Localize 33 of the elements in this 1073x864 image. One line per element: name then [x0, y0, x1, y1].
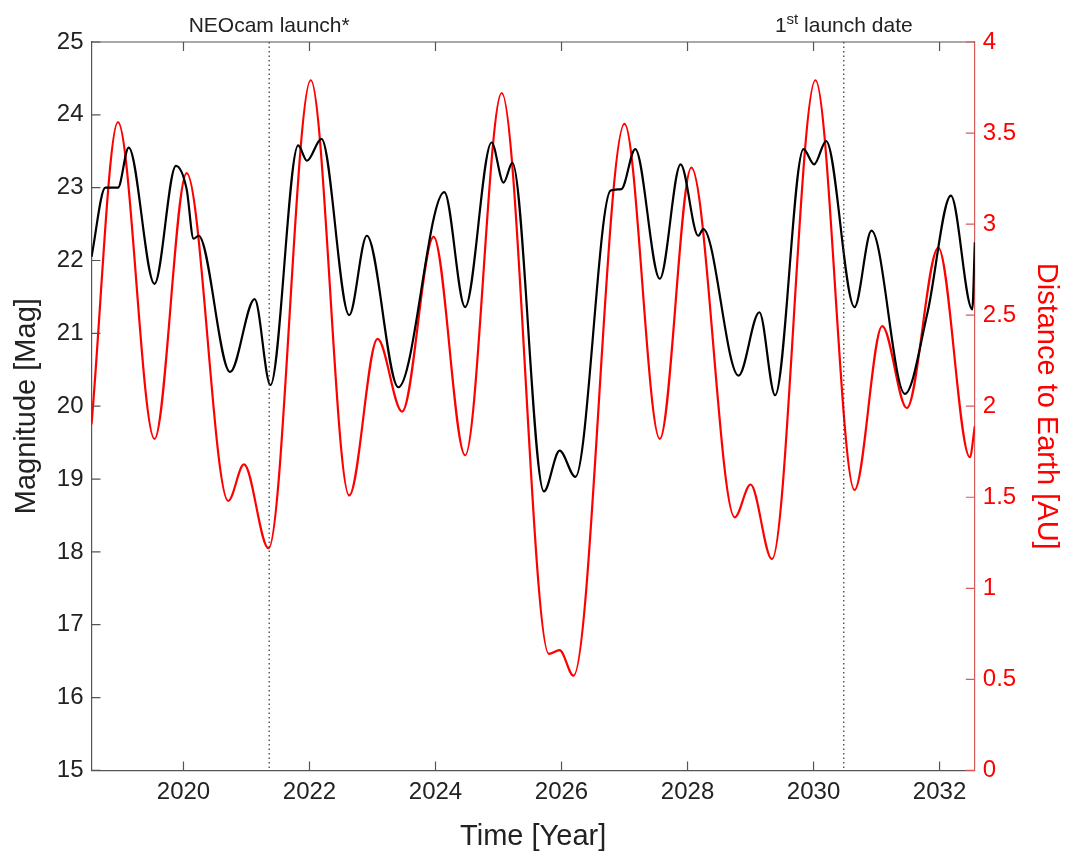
y2-tick-label: 1.5 — [982, 481, 1017, 509]
x-tick-label: 2032 — [912, 777, 967, 805]
x-axis-title: Time [Year] — [460, 818, 607, 851]
x-tick-label: 2022 — [282, 777, 337, 805]
x-tick-label: 2028 — [660, 777, 715, 805]
y-tick-label: 16 — [56, 682, 84, 710]
y2-tick-label: 2 — [982, 390, 997, 418]
y2-tick-label: 0.5 — [982, 663, 1017, 691]
x-tick-label: 2024 — [408, 777, 463, 805]
y-tick-label: 20 — [56, 390, 84, 418]
y2-tick-label: 2.5 — [982, 299, 1017, 327]
line-series — [91, 137, 975, 493]
y2-axis-title: Distance to Earth [AU] — [1031, 262, 1064, 550]
y-tick-label: 19 — [56, 463, 84, 491]
y-tick-label: 21 — [56, 317, 84, 345]
x-tick-label: 2030 — [786, 777, 841, 805]
x-tick-label: 2026 — [534, 777, 589, 805]
ref-line-label: NEOcam launch* — [188, 13, 350, 36]
y2-tick-label: 3 — [982, 208, 997, 236]
y-tick-label: 25 — [56, 26, 84, 54]
y2-tick-label: 3.5 — [982, 117, 1017, 145]
y2-tick-label: 4 — [982, 26, 997, 54]
y-tick-label: 17 — [56, 609, 84, 637]
x-tick-label: 2020 — [156, 777, 211, 805]
y-tick-label: 18 — [56, 536, 84, 564]
line-series — [91, 79, 975, 677]
y2-tick-label: 0 — [982, 755, 997, 783]
y2-tick-label: 1 — [982, 572, 997, 600]
y-axis-title: Magnitude [Mag] — [9, 298, 42, 515]
y-tick-label: 23 — [56, 172, 84, 200]
y-tick-label: 15 — [56, 755, 84, 783]
y-tick-label: 24 — [56, 99, 84, 127]
y-tick-label: 22 — [56, 245, 84, 273]
